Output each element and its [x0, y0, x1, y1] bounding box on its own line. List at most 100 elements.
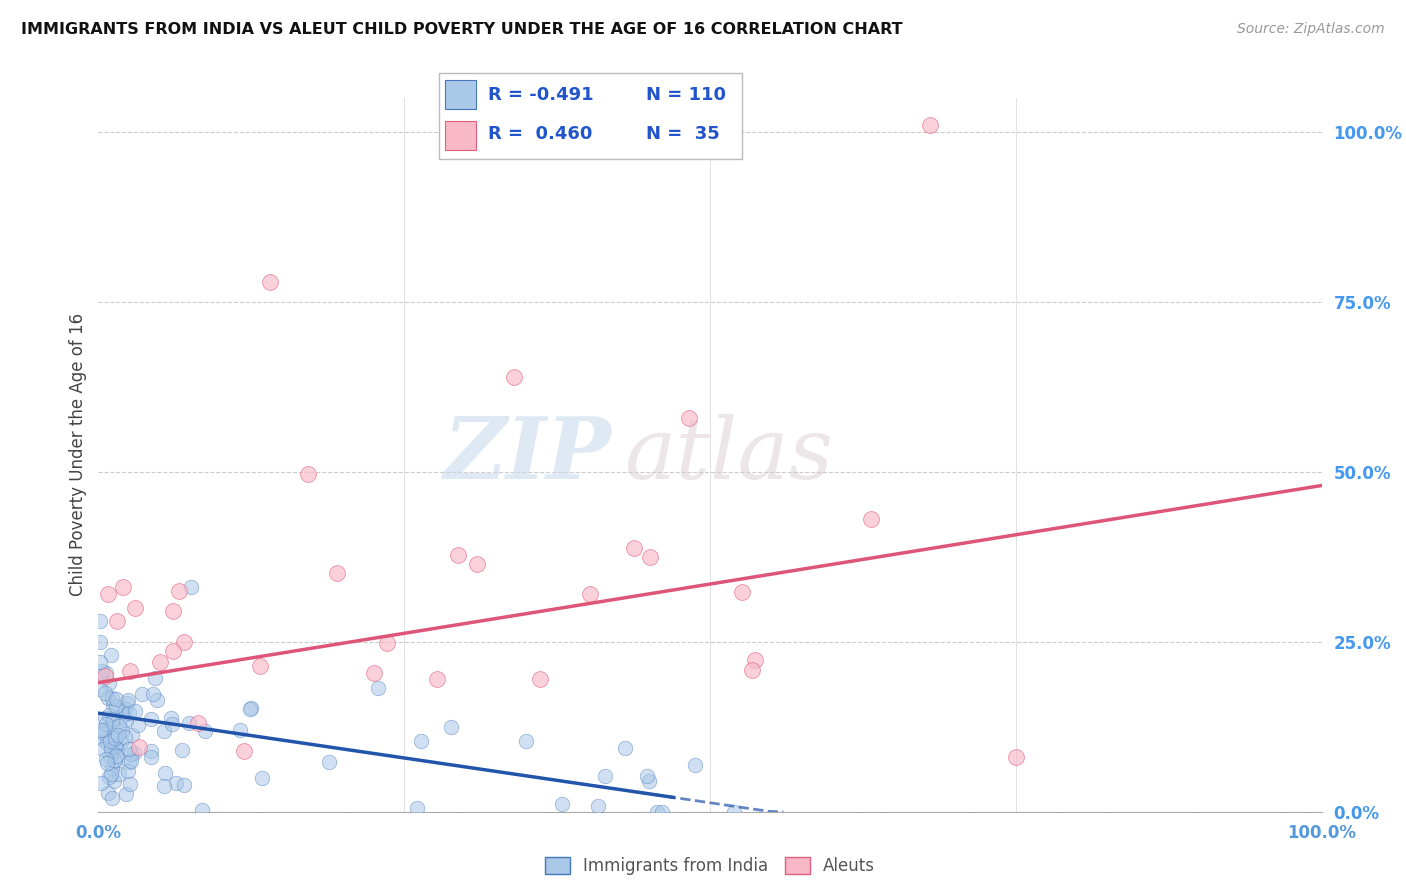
Point: [97, 587, 120, 601]
FancyBboxPatch shape: [446, 80, 477, 109]
Point: [529, 672, 551, 686]
Point: [111, 704, 134, 718]
Point: [107, 728, 129, 742]
Point: [101, 790, 124, 805]
Point: [101, 712, 124, 726]
Point: [187, 715, 209, 730]
Point: [326, 566, 349, 581]
Point: [89, 669, 111, 683]
Point: [100, 648, 122, 662]
Point: [638, 774, 661, 789]
Point: [89, 682, 111, 697]
Point: [149, 655, 172, 669]
Point: [90, 664, 112, 678]
Point: [744, 653, 766, 667]
Point: [93, 726, 115, 740]
Point: [98, 748, 121, 763]
Point: [100, 761, 122, 775]
Point: [93, 723, 115, 737]
Point: [120, 665, 142, 679]
Point: [96, 736, 118, 750]
Point: [169, 583, 191, 598]
Point: [101, 720, 124, 734]
Point: [105, 615, 128, 629]
Point: [111, 581, 134, 595]
Point: [645, 805, 668, 819]
Point: [114, 731, 136, 745]
Point: [118, 755, 141, 769]
Point: [103, 754, 125, 768]
Point: [259, 275, 281, 289]
Point: [100, 742, 122, 756]
Point: [128, 739, 150, 754]
Point: [426, 672, 449, 686]
Text: N =  35: N = 35: [647, 125, 720, 143]
Point: [124, 600, 146, 615]
Point: [233, 744, 256, 758]
Point: [636, 769, 658, 783]
Point: [165, 776, 187, 790]
Point: [94, 716, 117, 731]
Point: [239, 701, 262, 715]
Point: [141, 750, 163, 764]
Point: [117, 742, 139, 756]
Point: [100, 714, 122, 729]
Point: [467, 558, 489, 572]
Point: [730, 585, 752, 599]
Point: [114, 702, 136, 716]
Point: [142, 687, 165, 701]
Point: [375, 636, 398, 650]
Text: ZIP: ZIP: [444, 413, 612, 497]
Point: [98, 734, 121, 748]
Point: [89, 615, 111, 629]
Point: [249, 658, 271, 673]
Point: [160, 717, 183, 731]
Text: atlas: atlas: [624, 414, 834, 496]
Text: R =  0.460: R = 0.460: [488, 125, 593, 143]
Point: [141, 744, 163, 758]
Point: [117, 764, 139, 779]
Point: [104, 740, 127, 755]
Point: [120, 747, 142, 762]
Point: [121, 728, 143, 742]
Point: [94, 752, 117, 766]
Point: [97, 691, 120, 706]
Point: [578, 587, 600, 601]
Point: [105, 748, 128, 763]
Point: [104, 739, 127, 754]
Point: [593, 769, 616, 783]
Point: [153, 766, 176, 780]
Point: [100, 691, 122, 706]
Point: [173, 778, 195, 792]
Point: [683, 758, 706, 772]
Point: [405, 800, 427, 814]
Point: [93, 669, 115, 683]
Point: [551, 797, 574, 811]
Point: [411, 734, 433, 748]
Point: [111, 723, 134, 737]
Point: [503, 369, 526, 384]
Point: [162, 604, 184, 618]
Point: [194, 723, 217, 738]
FancyBboxPatch shape: [439, 73, 742, 159]
Point: [94, 686, 117, 700]
Point: [860, 512, 883, 526]
Point: [363, 665, 385, 680]
Point: [124, 704, 146, 718]
Point: [920, 118, 942, 132]
Point: [97, 786, 120, 800]
Point: [104, 692, 127, 706]
Point: [90, 776, 112, 790]
Point: [146, 693, 169, 707]
Point: [613, 741, 636, 756]
Point: [173, 635, 195, 649]
Point: [104, 738, 127, 752]
Point: [651, 805, 673, 819]
Point: [180, 581, 202, 595]
Point: [103, 698, 125, 712]
Point: [118, 777, 141, 791]
Point: [105, 699, 128, 714]
Legend: Immigrants from India, Aleuts: Immigrants from India, Aleuts: [538, 850, 882, 882]
Point: [97, 707, 120, 722]
Point: [252, 771, 274, 785]
